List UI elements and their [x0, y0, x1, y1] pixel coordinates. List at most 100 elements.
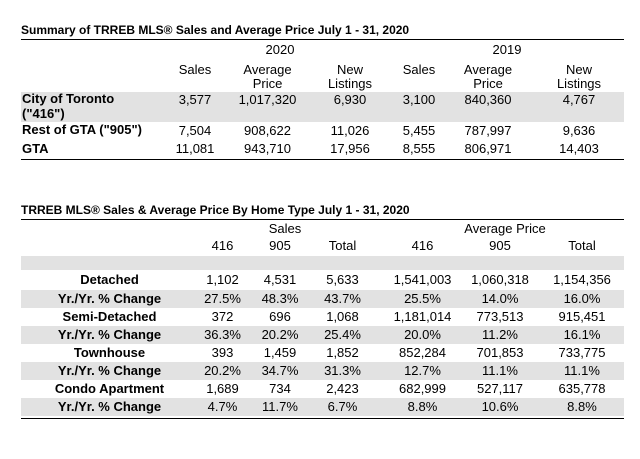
col-avg-2019-l1: Average [463, 62, 513, 77]
table2-title: TRREB MLS® Sales & Average Price By Home… [21, 203, 410, 217]
t2-cell: 372 [211, 309, 234, 324]
t2-cell: 6.7% [327, 399, 358, 414]
t2-row-label: Yr./Yr. % Change [57, 363, 162, 378]
t1-cell: 7,504 [178, 123, 212, 138]
t2-cell: 734 [269, 381, 291, 396]
table2-band [21, 256, 624, 270]
col-new-2020-l1: New [336, 62, 363, 77]
t2-cell: 696 [269, 309, 291, 324]
col-sales-2020: Sales [178, 62, 212, 77]
t1-cell: 5,455 [402, 123, 436, 138]
t2-cell: 1,459 [263, 345, 297, 360]
t2-cell: 11.7% [262, 399, 298, 414]
t2-cell: 773,513 [476, 309, 524, 324]
col-avg-2020-l1: Average [243, 62, 292, 77]
table2-band [21, 398, 624, 416]
t2-cell: 5,633 [326, 272, 359, 287]
t1-cell: 787,997 [464, 123, 512, 138]
t2-cell: 11.1% [482, 363, 518, 378]
t2-cell: 4,531 [263, 272, 297, 287]
t1-cell: 14,403 [559, 141, 599, 156]
table1-top-rule [21, 39, 624, 40]
col-sales-2019: Sales [402, 62, 436, 77]
t2-cell: 1,541,003 [393, 272, 452, 287]
t2-cell: 852,284 [399, 345, 446, 360]
t2-cell: 10.6% [481, 399, 519, 414]
table1-title: Summary of TRREB MLS® Sales and Average … [21, 23, 410, 37]
t2-row-label: Semi-Detached [62, 309, 157, 324]
t2-row-label: Condo Apartment [54, 381, 165, 396]
t2-cell: 20.2% [204, 363, 241, 378]
t2-cell: 16.0% [563, 291, 601, 306]
t2-cell: 1,689 [206, 381, 239, 396]
col-avg-2019-l2: Price [473, 76, 503, 91]
t2-cell: 48.3% [261, 291, 299, 306]
t1-row-label: City of Toronto [22, 91, 115, 106]
t2-row-label: Detached [80, 272, 139, 287]
t2-cell: 8.8% [567, 399, 597, 414]
year-2019-header: 2019 [492, 42, 522, 57]
t2-row-label: Yr./Yr. % Change [57, 291, 162, 306]
col-905-sales: 905 [269, 238, 291, 253]
t1-cell: 11,081 [175, 141, 215, 156]
t1-cell: 8,555 [402, 141, 436, 156]
t2-cell: 12.7% [404, 363, 441, 378]
t2-cell: 34.7% [261, 363, 299, 378]
t2-cell: 43.7% [324, 291, 361, 306]
t2-cell: 1,102 [206, 272, 239, 287]
table2-band [21, 290, 624, 308]
t1-cell: 4,767 [562, 92, 596, 107]
t2-cell: 2,423 [326, 381, 359, 396]
t1-cell: 806,971 [464, 141, 512, 156]
t1-row-label-2: ("416") [22, 106, 65, 121]
table1-bottom-rule [21, 159, 624, 160]
table1-row-band [21, 92, 624, 122]
t1-row-label: GTA [22, 141, 49, 156]
t2-cell: 8.8% [407, 399, 438, 414]
col-416-avg: 416 [411, 238, 434, 253]
t1-cell: 6,930 [333, 92, 367, 107]
t2-cell: 25.5% [404, 291, 441, 306]
col-new-2020-l2: Listings [327, 76, 373, 91]
col-total-avg: Total [568, 238, 596, 253]
t2-cell: 393 [211, 345, 234, 360]
t2-row-label: Yr./Yr. % Change [57, 327, 162, 342]
t2-cell: 27.5% [204, 291, 241, 306]
col-avg-2020-l2: Price [252, 76, 283, 91]
t1-cell: 9,636 [562, 123, 596, 138]
t1-cell: 908,622 [244, 123, 291, 138]
group-avg-header: Average Price [464, 221, 546, 236]
t2-cell: 682,999 [399, 381, 446, 396]
t2-row-label: Townhouse [73, 345, 146, 360]
t2-cell: 1,852 [326, 345, 359, 360]
col-905-avg: 905 [489, 238, 511, 253]
t2-cell: 1,154,356 [553, 272, 611, 287]
t2-cell: 635,778 [558, 381, 606, 396]
year-2020-header: 2020 [265, 42, 295, 57]
t1-cell: 943,710 [244, 141, 291, 156]
t1-cell: 11,026 [330, 123, 370, 138]
t2-cell: 915,451 [558, 309, 606, 324]
t2-cell: 1,068 [326, 309, 359, 324]
t2-cell: 20.2% [261, 327, 299, 342]
t2-cell: 36.3% [204, 327, 241, 342]
col-416-sales: 416 [211, 238, 234, 253]
t1-cell: 3,100 [402, 92, 436, 107]
t2-cell: 4.7% [207, 399, 238, 414]
t1-cell: 1,017,320 [238, 92, 297, 107]
t2-cell: 1,181,014 [393, 309, 452, 324]
table2-top-rule [21, 219, 624, 220]
table2-bottom-rule [21, 418, 624, 419]
t2-cell: 11.2% [482, 327, 518, 342]
t2-cell: 20.0% [404, 327, 441, 342]
t2-cell: 1,060,318 [471, 272, 529, 287]
t1-cell: 3,577 [178, 92, 212, 107]
t2-cell: 701,853 [476, 345, 524, 360]
t2-cell: 11.1% [564, 363, 600, 378]
table2-band [21, 326, 624, 344]
t2-cell: 14.0% [481, 291, 519, 306]
t1-cell: 840,360 [464, 92, 512, 107]
col-new-2019-l1: New [565, 62, 592, 77]
t2-cell: 527,117 [476, 381, 524, 396]
col-total-sales: Total [328, 238, 357, 253]
